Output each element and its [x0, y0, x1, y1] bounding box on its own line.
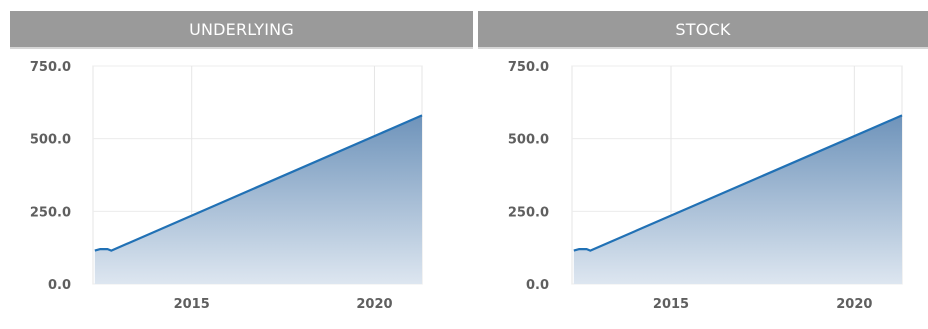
y-tick-label: 250.0 [30, 205, 71, 220]
header-divider [10, 47, 473, 49]
x-tick-label: 2020 [836, 297, 872, 312]
x-tick-label: 2020 [356, 297, 392, 312]
y-tick-label: 500.0 [508, 133, 549, 148]
top-strip [478, 0, 928, 10]
stock-panel: STOCK 0.0 250.0 500.0 750.0 2015 2020 [478, 0, 928, 329]
underlying-panel: UNDERLYING 0.0 250.0 500.0 750.0 2015 2020 [0, 0, 476, 312]
y-tick-label: 750.0 [508, 60, 549, 75]
underlying-header: UNDERLYING [10, 11, 473, 47]
y-tick-label: 500.0 [30, 133, 71, 148]
header-divider [478, 47, 928, 49]
x-tick-label: 2015 [653, 297, 689, 312]
series-area [94, 115, 423, 285]
x-tick-label: 2015 [174, 297, 210, 312]
series-area [573, 115, 902, 285]
stock-header: STOCK [478, 11, 928, 47]
stock-chart: 0.0 250.0 500.0 750.0 2015 2020 [508, 60, 903, 312]
y-tick-label: 750.0 [30, 60, 71, 75]
series-line [573, 114, 903, 252]
top-strip [0, 0, 476, 10]
y-tick-label: 0.0 [48, 278, 71, 293]
y-tick-label: 0.0 [526, 278, 549, 293]
underlying-chart: 0.0 250.0 500.0 750.0 2015 2020 [30, 60, 423, 312]
series-line [94, 114, 423, 252]
y-tick-label: 250.0 [508, 205, 549, 220]
